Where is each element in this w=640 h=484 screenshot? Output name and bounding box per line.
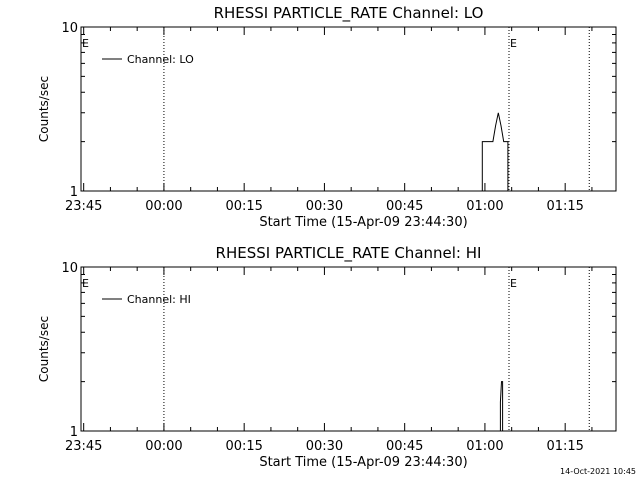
- x-tick-label: 00:15: [225, 199, 262, 214]
- y-tick-label: 10: [61, 261, 78, 276]
- x-tick-label: 00:00: [145, 199, 182, 214]
- event-marker-label: E: [510, 37, 517, 50]
- y-axis-label: Counts/sec: [37, 316, 51, 382]
- legend-entry: Channel: HI: [127, 293, 191, 306]
- x-tick-label: 01:15: [546, 199, 583, 214]
- x-axis-label: Start Time (15-Apr-09 23:44:30): [259, 215, 467, 230]
- x-tick-label: 23:45: [65, 199, 102, 214]
- chart-title: RHESSI PARTICLE_RATE Channel: HI: [216, 244, 482, 263]
- x-tick-label: 01:15: [546, 439, 583, 454]
- series-line-1: [499, 381, 504, 431]
- x-axis-label: Start Time (15-Apr-09 23:44:30): [259, 455, 467, 470]
- x-tick-label: 00:30: [306, 199, 343, 214]
- plot-frame: [80, 26, 617, 192]
- series-line-1: [481, 112, 509, 191]
- chart-panel-1: RHESSI PARTICLE_RATE Channel: LO 10 1 Count…: [37, 4, 617, 230]
- chart-panel-2: RHESSI PARTICLE_RATE Channel: HI 10 1 Count…: [37, 244, 617, 470]
- y-tick-label: 1: [70, 425, 78, 440]
- x-tick-label: 00:45: [386, 199, 423, 214]
- y-axis-label: Counts/sec: [37, 76, 51, 142]
- x-tick-label: 00:45: [386, 439, 423, 454]
- plot-frame: [80, 266, 617, 432]
- y-tick-label: 1: [70, 185, 78, 200]
- start-marker-label: E: [82, 37, 89, 50]
- x-tick-label: 01:00: [466, 439, 503, 454]
- timestamp: 14-Oct-2021 10:45: [560, 467, 636, 476]
- x-tick-label: 01:00: [466, 199, 503, 214]
- chart-panels: RHESSI PARTICLE_RATE Channel: LO 10 1 Count…: [37, 4, 617, 470]
- x-tick-label: 00:00: [145, 439, 182, 454]
- y-tick-label: 10: [61, 21, 78, 36]
- legend-entry: Channel: LO: [127, 53, 194, 66]
- x-tick-label: 23:45: [65, 439, 102, 454]
- event-marker-label: E: [510, 277, 517, 290]
- start-marker-label: E: [82, 277, 89, 290]
- x-tick-label: 00:30: [306, 439, 343, 454]
- x-tick-label: 00:15: [225, 439, 262, 454]
- chart-title: RHESSI PARTICLE_RATE Channel: LO: [214, 4, 484, 23]
